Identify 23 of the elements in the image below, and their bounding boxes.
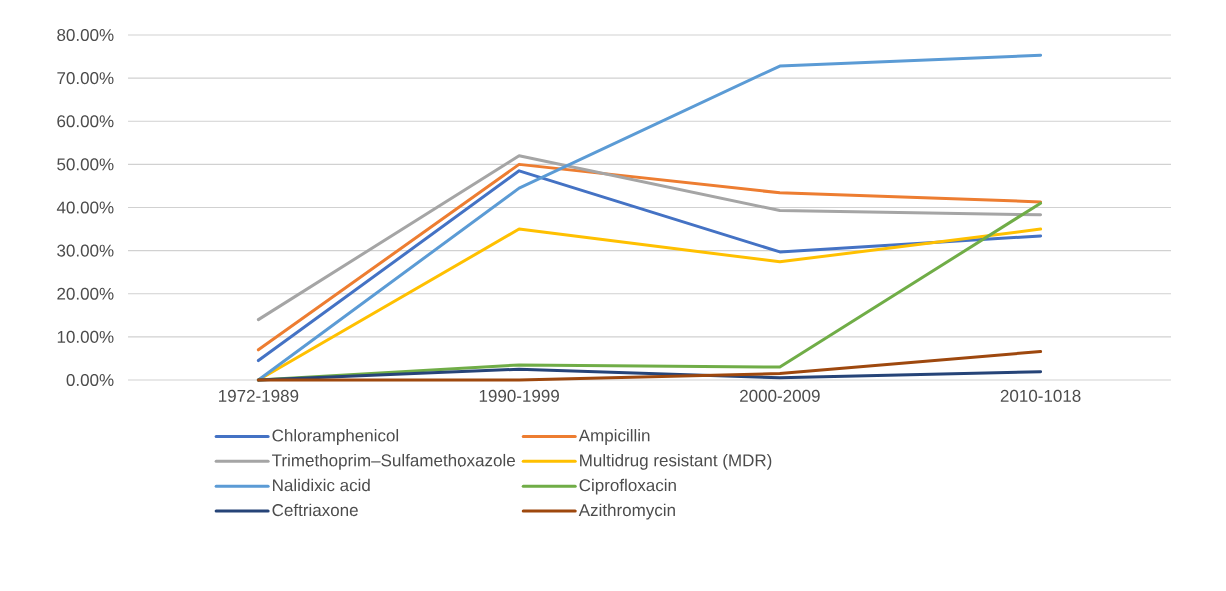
legend-label: Trimethoprim–Sulfamethoxazole bbox=[272, 453, 515, 470]
legend-label: Ampicillin bbox=[578, 429, 650, 445]
x-tick-label: 2010-1018 bbox=[1000, 389, 1081, 402]
y-tick-label: 70.00% bbox=[57, 72, 114, 85]
legend-label: Nalidixic acid bbox=[273, 478, 370, 492]
legend-label: Ciprofloxacin bbox=[579, 478, 676, 495]
y-tick-label: 50.00% bbox=[57, 158, 114, 171]
legend-label: Azithromycin bbox=[578, 503, 675, 520]
x-tick-label: 2000-2009 bbox=[740, 389, 820, 402]
legend-label: Ceftriaxone bbox=[272, 503, 358, 517]
legend-label: Chloramphenicol bbox=[272, 429, 399, 445]
x-tick-label: 1972-1989 bbox=[219, 389, 299, 402]
legend-label: Multidrug resistant (MDR) bbox=[580, 453, 772, 470]
line-series bbox=[256, 154, 1043, 322]
y-tick-label: 10.00% bbox=[57, 330, 114, 343]
y-tick-label: 30.00% bbox=[57, 244, 114, 257]
y-tick-label: 80.00% bbox=[57, 28, 114, 42]
y-tick-label: 60.00% bbox=[57, 115, 114, 128]
y-tick-label: 20.00% bbox=[57, 287, 114, 300]
x-tick-label: 1990-1999 bbox=[479, 389, 559, 402]
line-series bbox=[256, 53, 1043, 382]
y-tick-label: 0.00% bbox=[66, 373, 114, 387]
y-tick-label: 40.00% bbox=[56, 201, 114, 214]
